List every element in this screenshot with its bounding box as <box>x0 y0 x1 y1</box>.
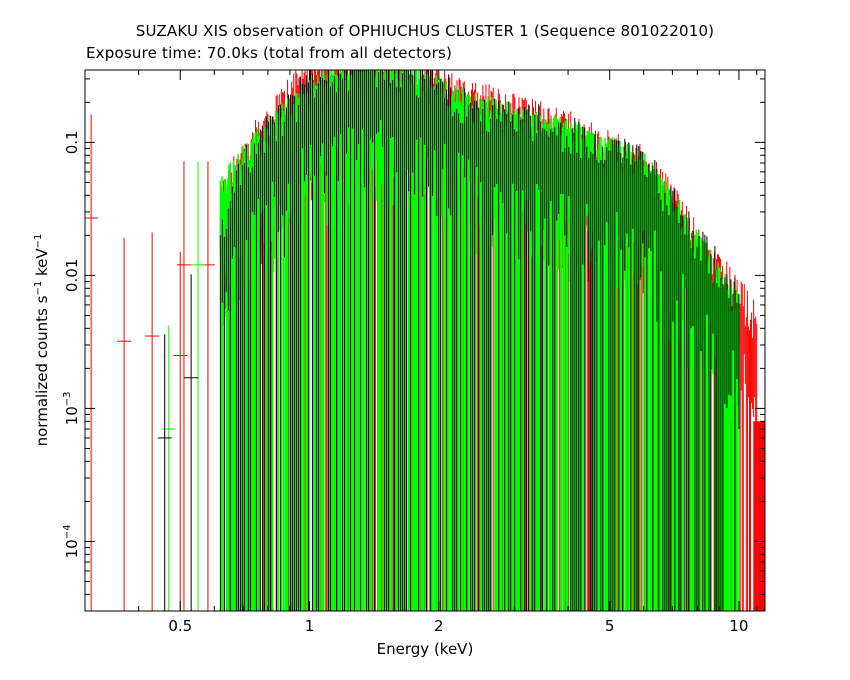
x-axis-label: Energy (keV) <box>376 640 474 658</box>
y-tick-label: 10−3 <box>62 391 81 425</box>
y-axis-label-mid: keV <box>33 248 51 281</box>
y-tick-exponent: −3 <box>62 391 73 406</box>
chart-subtitle: Exposure time: 70.0ks (total from all de… <box>86 44 453 62</box>
x-tick-label: 0.5 <box>168 617 192 635</box>
y-tick-mantissa: 10 <box>63 539 81 558</box>
series-2 <box>157 70 740 611</box>
x-tick-label: 5 <box>605 617 615 635</box>
x-tick-label: 10 <box>729 617 748 635</box>
y-tick-label: 0.1 <box>63 130 81 154</box>
y-axis-label: normalized counts s−1 keV−1 <box>33 234 51 447</box>
y-axis-label-base: normalized counts s <box>33 295 51 447</box>
high-energy-fill <box>753 421 765 611</box>
y-axis-label-exp2: −1 <box>33 233 44 249</box>
x-tick-label: 2 <box>434 617 444 635</box>
plot-frame <box>84 69 766 612</box>
y-tick-mantissa: 10 <box>63 406 81 425</box>
x-tick-label: 1 <box>305 617 315 635</box>
data-marks <box>85 70 765 611</box>
y-tick-label: 0.01 <box>63 259 81 292</box>
chart-title: SUZAKU XIS observation of OPHIUCHUS CLUS… <box>135 22 715 40</box>
y-tick-label: 10−4 <box>62 525 81 559</box>
y-tick-exponent: −4 <box>62 525 73 540</box>
y-axis-label-exp1: −1 <box>33 280 44 296</box>
